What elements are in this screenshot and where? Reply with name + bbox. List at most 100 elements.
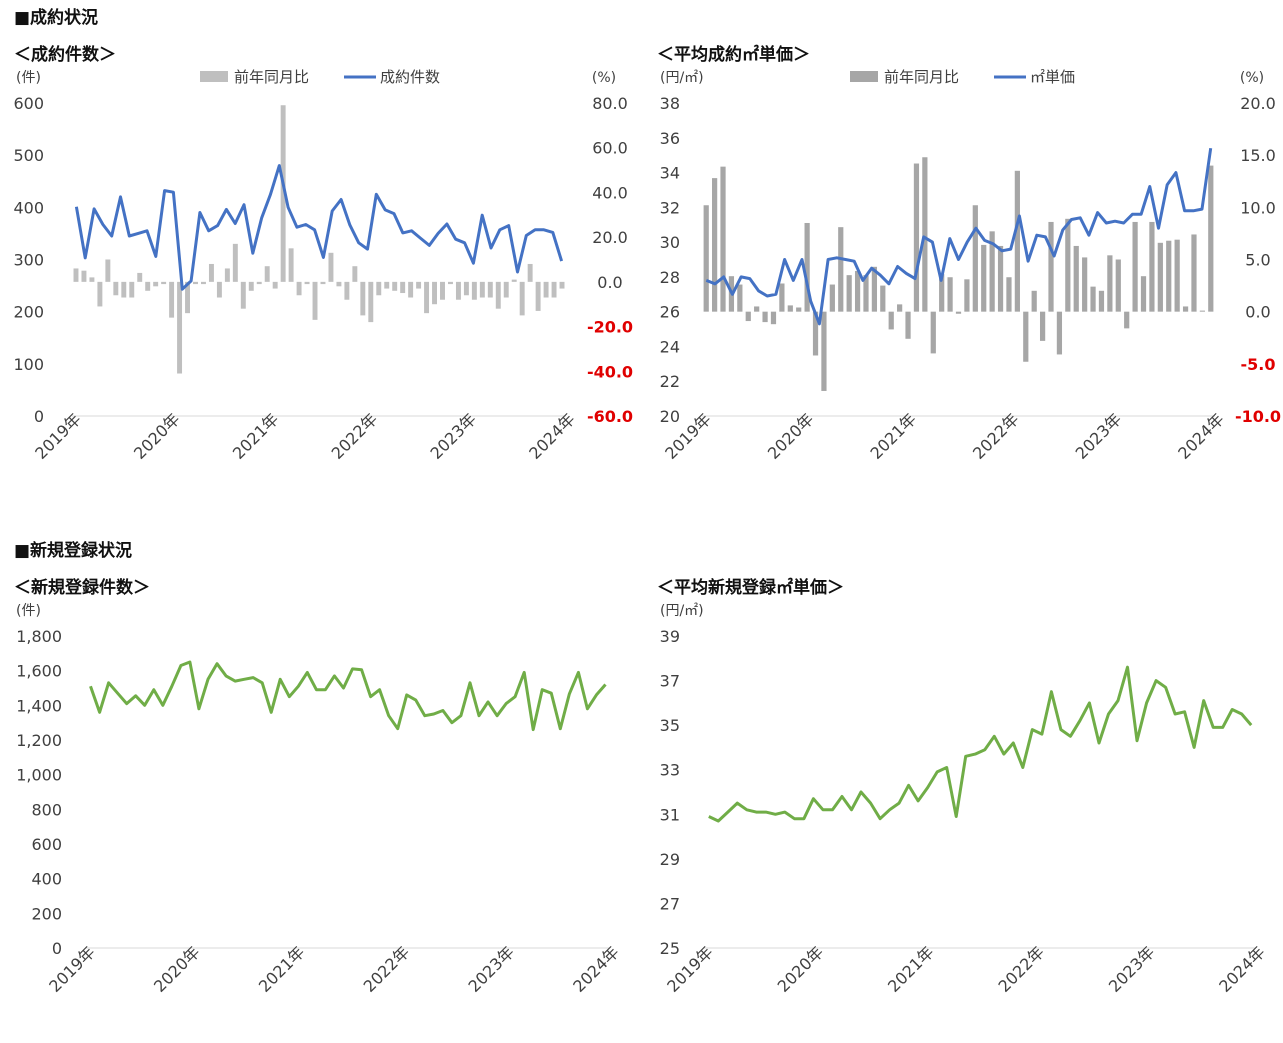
yoy-bar: [796, 307, 802, 312]
yoy-bar: [240, 281, 246, 309]
legend-bar-swatch: [850, 71, 878, 82]
y-left-tick-label: 38: [660, 94, 680, 113]
yoy-bar: [703, 205, 709, 312]
y-right-tick-label: 20.0: [592, 228, 628, 247]
yoy-bar: [1048, 221, 1054, 312]
yoy-bar: [1140, 276, 1147, 312]
yoy-bar: [981, 244, 987, 312]
y-left-tick-label: 1,200: [16, 731, 62, 750]
yoy-bar: [81, 270, 87, 282]
yoy-bar: [1132, 221, 1138, 312]
yoy-bar: [1149, 221, 1155, 312]
yoy-bar: [1065, 218, 1071, 312]
yoy-bar: [248, 281, 254, 291]
chart-new-registration-count: ＜新規登録件数＞ (件) 0 200 400 600 800 1,000 1,200 1,400 1…: [14, 577, 623, 996]
yoy-bar: [720, 166, 726, 312]
yoy-bar: [854, 270, 861, 312]
yoy-bar: [551, 281, 557, 298]
y-right-tick-label: 20.0: [1240, 94, 1276, 113]
yoy-bar: [328, 252, 334, 282]
x-tick-label: 2021年: [884, 942, 938, 996]
yoy-bar: [754, 306, 760, 312]
x-tick-label: 2021年: [255, 942, 309, 996]
y-left-tick-label: 300: [13, 251, 44, 270]
right-axis-unit: (%): [592, 70, 616, 86]
y-left-tick-label: 20: [660, 407, 680, 426]
yoy-bar: [1166, 240, 1172, 312]
yoy-bar: [511, 279, 517, 282]
yoy-bar: [320, 281, 326, 285]
yoy-bar: [384, 281, 390, 289]
chart-title: ＜平均新規登録㎡単価＞: [657, 577, 844, 598]
y-left-tick-label: 37: [660, 672, 680, 691]
chart-contract-count: ＜成約件数＞ (件) (%) 0 100 200 300 400 500 600 -60.0 -40.…: [13, 44, 633, 463]
left-axis-unit: (件): [16, 70, 41, 86]
y-right-tick-label: 0.0: [1245, 303, 1270, 322]
y-left-tick-label: 31: [660, 805, 680, 824]
yoy-bar: [89, 277, 95, 282]
y-left-tick-label: 36: [660, 129, 680, 148]
yoy-bar: [352, 266, 358, 282]
y-left-tick-label: 400: [31, 870, 62, 889]
yoy-bar: [1090, 286, 1096, 312]
yoy-bar: [153, 281, 159, 287]
yoy-bar: [1191, 234, 1197, 312]
yoy-bar: [113, 281, 119, 296]
yoy-bar: [997, 245, 1004, 312]
yoy-bar: [121, 281, 127, 298]
yoy-bar: [185, 281, 191, 314]
y-left-tick-label: 1,000: [16, 766, 62, 785]
yoy-bar: [129, 281, 135, 298]
yoy-bar: [863, 275, 869, 312]
yoy-bar: [272, 281, 278, 289]
left-axis-unit: (円/㎡): [660, 603, 704, 619]
y-left-tick-label: 1,400: [16, 696, 62, 715]
yoy-bar: [256, 281, 262, 285]
y-left-tick-label: 30: [660, 233, 680, 252]
y-left-tick-label: 25: [660, 939, 680, 958]
yoy-bar: [712, 178, 718, 312]
y-right-tick-label: 80.0: [592, 94, 628, 113]
yoy-bar: [161, 281, 167, 285]
yoy-bar: [145, 281, 151, 291]
yoy-bar: [200, 281, 206, 285]
x-tick-label: 2024年: [1215, 942, 1269, 996]
legend-bar-label: 前年同月比: [234, 68, 309, 86]
yoy-bar: [169, 281, 175, 318]
left-axis-unit: (件): [16, 603, 41, 619]
y-right-tick-label: 5.0: [1245, 251, 1270, 270]
yoy-bar: [1157, 242, 1163, 312]
yoy-bar: [232, 243, 238, 282]
x-tick-label: 2024年: [569, 942, 623, 996]
yoy-bar: [137, 272, 143, 282]
yoy-bar: [1174, 239, 1180, 312]
yoy-bar: [280, 105, 286, 282]
y-left-tick-label: 1,600: [16, 662, 62, 681]
yoy-bar: [559, 281, 565, 289]
y-left-tick-label: 27: [660, 894, 680, 913]
yoy-bar: [812, 311, 819, 356]
y-left-tick-label: 800: [31, 800, 62, 819]
yoy-bar: [360, 281, 366, 316]
yoy-bar: [897, 304, 903, 312]
x-tick-label: 2022年: [360, 942, 414, 996]
yoy-bar: [527, 263, 533, 282]
yoy-bar: [888, 311, 894, 330]
yoy-bar: [416, 281, 422, 289]
yoy-bar: [97, 281, 103, 307]
x-tick-label: 2021年: [866, 409, 920, 463]
yoy-bar: [224, 268, 230, 282]
yoy-bar: [447, 281, 453, 285]
yoy-bar: [376, 281, 382, 296]
y-left-tick-label: 0: [34, 407, 44, 426]
y-right-tick-label: 15.0: [1240, 146, 1276, 165]
yoy-bar: [871, 266, 878, 312]
yoy-bar: [829, 284, 835, 312]
yoy-bar: [288, 248, 294, 282]
chart-title: ＜平均成約㎡単価＞: [657, 44, 810, 65]
y-right-tick-label: 0.0: [597, 273, 622, 292]
yoy-bar: [336, 281, 342, 287]
chart-contract-unit-price: ＜平均成約㎡単価＞ (円/㎡) (%) 20 22 24 26 28 30 32 34 36 38 -10…: [657, 44, 1281, 463]
